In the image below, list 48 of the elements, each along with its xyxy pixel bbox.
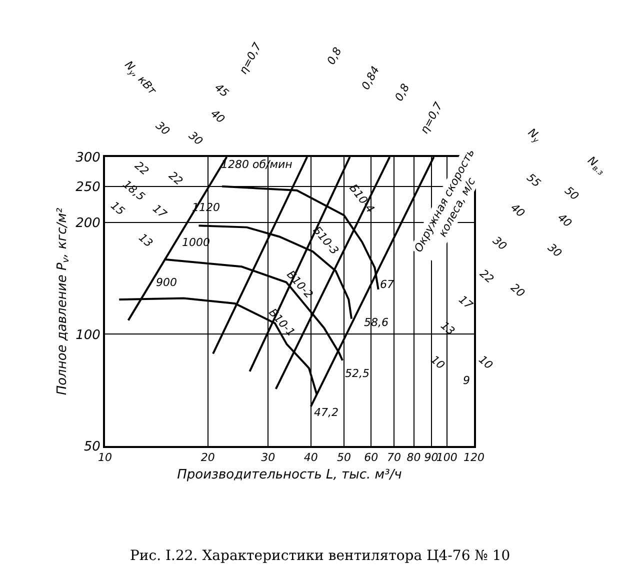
annotation: 13 — [136, 230, 156, 250]
x-tick-label: 40 — [304, 451, 318, 464]
annotation: 15 — [108, 198, 128, 218]
x-tick-label: 120 — [464, 451, 484, 464]
x-tick-label: 50 — [337, 451, 351, 464]
text: 30 — [490, 234, 510, 253]
x-axis-title: Производительность L, тыс. м³/ч — [177, 467, 402, 482]
text: 45 — [212, 80, 232, 100]
x-tick-label: 30 — [261, 451, 276, 464]
x-tick-label: 60 — [364, 451, 378, 464]
y-tick-label: 250 — [76, 180, 100, 195]
text: η=0,7 — [418, 100, 446, 136]
annotation: 10 — [428, 352, 448, 372]
text: 22 — [477, 266, 496, 286]
text: 10 — [476, 352, 496, 372]
x-tick-label: 70 — [386, 451, 401, 464]
annotation: 900 — [156, 276, 177, 289]
text: 55 — [524, 170, 544, 190]
text: 40 — [508, 200, 528, 220]
text: 0,84 — [359, 64, 382, 92]
x-tick-label: 90 — [424, 451, 438, 464]
annotation: 22 — [166, 168, 186, 188]
text: 40 — [555, 210, 574, 230]
text: 50 — [562, 184, 582, 203]
text: 30 — [186, 128, 206, 148]
text: 0,8 — [324, 45, 344, 67]
text: 20 — [508, 280, 528, 300]
annotation: 47,2 — [314, 406, 338, 419]
text: 40 — [208, 106, 228, 126]
x-tick-label: 100 — [436, 451, 458, 464]
annotation: 17 — [150, 202, 170, 221]
text: η=0,7 — [236, 40, 264, 76]
y-tick-label: 300 — [76, 150, 100, 166]
text: Рис. I.22. Характеристики вентилятора Ц4-76 № 10 — [130, 548, 510, 564]
annotation: 67 — [380, 278, 394, 291]
y-tick-label: 200 — [76, 216, 100, 231]
annotation: 17 — [456, 292, 476, 312]
annotation: 22 — [132, 158, 152, 178]
text: 0,8 — [392, 82, 412, 104]
annotation: 52,5 — [345, 367, 370, 380]
text: 30 — [153, 118, 172, 138]
x-tick-label: 10 — [98, 451, 112, 464]
x-tick-label: 80 — [406, 451, 421, 464]
annotation: 9 — [463, 374, 470, 387]
y-tick-label: 100 — [76, 328, 100, 343]
x-tick-label: 20 — [200, 451, 215, 464]
y-tick-label: 50 — [84, 440, 100, 455]
text: 30 — [545, 240, 564, 260]
